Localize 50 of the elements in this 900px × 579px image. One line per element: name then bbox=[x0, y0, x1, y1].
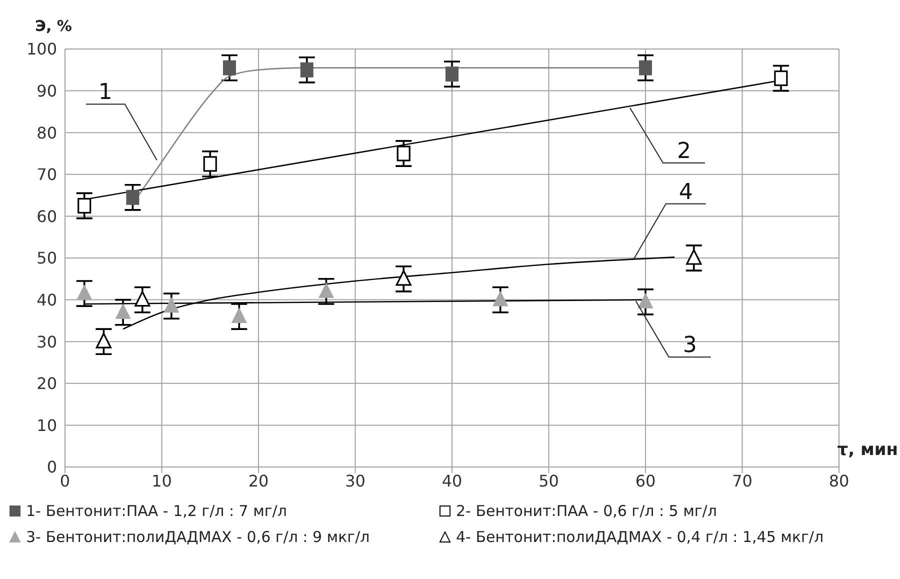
point bbox=[164, 298, 179, 313]
point bbox=[774, 70, 788, 86]
y-tick-label: 10 bbox=[36, 416, 57, 435]
point bbox=[203, 156, 217, 172]
point bbox=[396, 270, 412, 286]
y-tick-label: 30 bbox=[36, 332, 57, 352]
annotation: 3 bbox=[682, 333, 697, 358]
y-tick-label: 90 bbox=[36, 81, 57, 100]
legend-label: 3- Бентонит:полиДАДМАХ - 0,6 г/л : 9 мкг/л bbox=[26, 528, 370, 546]
x-axis-title: τ, мин bbox=[837, 440, 898, 460]
point bbox=[492, 291, 508, 306]
x-tick-label: 40 bbox=[442, 471, 462, 490]
y-tick-label: 80 bbox=[36, 123, 57, 142]
x-tick-label: 60 bbox=[635, 471, 656, 490]
point bbox=[686, 249, 702, 265]
legend-label: 4- Бентонит:полиДАДМАХ - 0,4 г/л : 1,45 мкг/л bbox=[456, 528, 824, 546]
annotation: 1 bbox=[98, 80, 112, 106]
point bbox=[446, 66, 458, 82]
annotation: 4 bbox=[678, 180, 693, 205]
point bbox=[78, 198, 92, 214]
x-tick-label: 20 bbox=[248, 471, 269, 490]
x-tick-label: 10 bbox=[152, 471, 172, 490]
x-tick-label: 80 bbox=[828, 471, 850, 490]
legend-label: 1- Бентонит:ПАА - 1,2 г/л : 7 мг/л bbox=[26, 502, 287, 520]
y-tick-label: 60 bbox=[36, 206, 57, 226]
y-tick-label: 100 bbox=[26, 40, 57, 59]
point bbox=[96, 332, 112, 348]
legend-label: 2- Бентонит:ПАА - 0,6 г/л : 5 мг/л bbox=[456, 502, 717, 520]
annotation: 2 bbox=[677, 138, 692, 164]
x-tick-label: 0 bbox=[60, 471, 70, 490]
point bbox=[76, 285, 92, 300]
y-axis-title: Э, % bbox=[35, 17, 72, 35]
point bbox=[396, 146, 410, 162]
y-tick-label: 40 bbox=[36, 290, 57, 310]
x-tick-label: 30 bbox=[345, 471, 366, 490]
point bbox=[116, 304, 131, 319]
point bbox=[222, 60, 236, 76]
point bbox=[134, 291, 150, 307]
x-tick-label: 70 bbox=[732, 471, 752, 490]
x-tick-label: 50 bbox=[538, 471, 559, 490]
point bbox=[126, 190, 140, 205]
point bbox=[300, 62, 314, 78]
y-tick-label: 20 bbox=[36, 374, 57, 394]
y-tick-label: 50 bbox=[36, 248, 57, 268]
y-tick-label: 70 bbox=[36, 165, 57, 184]
y-tick-label: 0 bbox=[46, 458, 57, 477]
point bbox=[232, 308, 247, 324]
point bbox=[639, 60, 652, 76]
point bbox=[318, 282, 334, 298]
point bbox=[638, 293, 653, 308]
